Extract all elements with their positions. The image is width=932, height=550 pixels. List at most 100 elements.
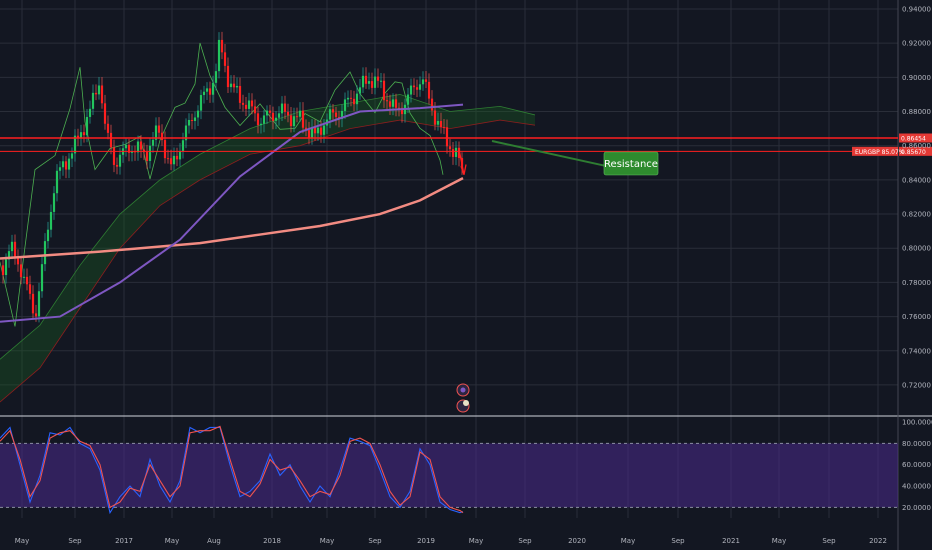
cloud-lower-line [0, 119, 536, 403]
candle-body [394, 99, 398, 108]
candle-body [13, 241, 17, 258]
resistance-label-bg-0 [899, 133, 932, 143]
candle-body [334, 112, 338, 117]
candle-body [448, 146, 452, 150]
candle-body [211, 82, 215, 95]
date-tick-12: May [621, 537, 635, 545]
price-tick-8: 0.78000 [902, 279, 931, 287]
stoch-tick-3: 40.0000 [902, 483, 931, 491]
resistance-annotation-box [603, 151, 659, 176]
candle-body [256, 113, 260, 126]
candle-body [226, 65, 230, 88]
candle-body [412, 85, 416, 88]
candle-body [430, 98, 434, 111]
candle-body [307, 130, 311, 138]
date-tick-2: 2017 [115, 537, 133, 545]
price-tick-6: 0.82000 [902, 211, 931, 219]
candle-body [373, 76, 377, 88]
candle-body [157, 125, 161, 133]
candle-body [217, 39, 221, 72]
candle-body [241, 102, 245, 105]
candle-body [196, 110, 200, 118]
candle-body [268, 110, 272, 113]
candle-body [58, 167, 62, 171]
candle-body [427, 81, 431, 99]
candle-body [184, 125, 188, 141]
candle-body [22, 276, 26, 278]
candle-body [91, 92, 95, 109]
candle-body [31, 293, 35, 314]
stoch-range-fill [0, 443, 898, 508]
price-down-arrow [458, 148, 467, 175]
candle-body [49, 211, 53, 230]
candle-body [247, 100, 251, 109]
candle-body [364, 75, 368, 84]
candle-body [382, 80, 386, 101]
candle-body [82, 132, 86, 136]
price-tick-2: 0.90000 [902, 74, 931, 82]
candle-body [358, 87, 362, 94]
candle-body [76, 135, 80, 139]
candle-body [178, 150, 182, 160]
candle-body [70, 153, 74, 159]
date-tick-10: Sep [518, 537, 532, 545]
axes: 0.94000 0.92000 0.90000 0.88000 0.86000 0.840… [15, 5, 932, 545]
candle-body [220, 39, 224, 53]
candle-body [376, 76, 380, 81]
resistance-annotation-text: Resistance [604, 159, 658, 170]
resistance-label-0: 0.86454 [901, 136, 926, 143]
date-tick-13: Sep [671, 537, 685, 545]
candle-body [346, 97, 350, 100]
candle-body [25, 276, 29, 285]
candle-body [379, 80, 383, 82]
annotations: Resistance [456, 140, 659, 413]
candle-body [223, 52, 227, 66]
candle-body [145, 152, 149, 161]
candle-body [298, 110, 302, 117]
candle-body [67, 158, 71, 170]
candle-body [316, 127, 320, 134]
candle-body [424, 79, 428, 82]
candle-body [7, 251, 11, 260]
candle-body [46, 229, 50, 242]
candle-body [454, 147, 458, 157]
stoch-line-1 [0, 425, 464, 514]
candle-body [205, 88, 209, 92]
candle-body [175, 155, 179, 160]
date-tick-5: 2018 [263, 537, 281, 545]
candle-body [73, 135, 77, 154]
price-tick-0: 0.94000 [902, 5, 931, 13]
candle-body [388, 101, 392, 107]
price-tick-7: 0.80000 [902, 245, 931, 253]
candle-body [88, 108, 92, 117]
candle-body [238, 85, 242, 103]
candle-body [97, 85, 101, 95]
candle-body [139, 141, 143, 150]
price-tick-4: 0.86000 [902, 142, 931, 150]
sma-short-line [0, 103, 464, 323]
candle-body [28, 284, 32, 294]
candle-body [295, 116, 299, 118]
candle-body [112, 147, 116, 165]
candle-body [328, 109, 332, 120]
candle-body [343, 99, 347, 111]
candle-body [136, 141, 140, 153]
candle-body [439, 121, 443, 128]
candle-body [406, 94, 410, 105]
cloud-fill [0, 94, 535, 403]
candle-body [442, 127, 446, 129]
candle-body [310, 127, 314, 138]
candle-body [271, 112, 275, 121]
candle-body [355, 93, 359, 105]
price-tick-5: 0.84000 [902, 176, 931, 184]
candle-body [232, 83, 236, 88]
ichimoku-cloud [0, 42, 536, 403]
candlesticks [1, 31, 464, 323]
event-marker-1-dot [460, 387, 466, 393]
candle-body [283, 103, 287, 112]
stochastic-band [0, 442, 898, 508]
candle-body [154, 125, 158, 140]
date-tick-0: May [15, 537, 29, 545]
candle-body [400, 107, 404, 115]
